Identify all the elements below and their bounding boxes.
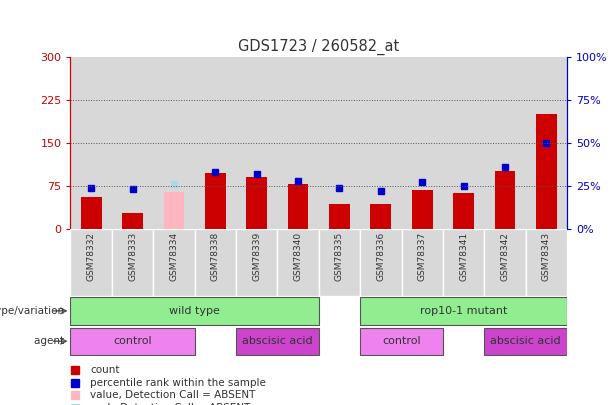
FancyBboxPatch shape [484, 229, 526, 296]
FancyBboxPatch shape [70, 297, 319, 324]
Text: GSM78333: GSM78333 [128, 232, 137, 281]
Text: GSM78338: GSM78338 [211, 232, 220, 281]
Text: abscisic acid: abscisic acid [242, 336, 313, 346]
Bar [236, 57, 277, 229]
Text: wild type: wild type [169, 306, 220, 316]
FancyBboxPatch shape [195, 229, 236, 296]
Bar [70, 57, 112, 229]
Bar [495, 171, 516, 229]
Text: GSM78342: GSM78342 [500, 232, 509, 281]
Bar [484, 57, 526, 229]
FancyBboxPatch shape [153, 229, 195, 296]
Text: GSM78337: GSM78337 [417, 232, 427, 281]
Text: GSM78339: GSM78339 [252, 232, 261, 281]
Text: count: count [90, 365, 120, 375]
Bar [319, 57, 360, 229]
Bar [153, 57, 195, 229]
Text: GSM78343: GSM78343 [542, 232, 551, 281]
FancyBboxPatch shape [484, 328, 567, 355]
Text: genotype/variation: genotype/variation [0, 306, 67, 316]
Text: value, Detection Call = ABSENT: value, Detection Call = ABSENT [90, 390, 256, 400]
FancyBboxPatch shape [112, 229, 153, 296]
Bar [453, 193, 474, 229]
Bar [164, 192, 185, 229]
Text: control: control [382, 336, 421, 346]
FancyBboxPatch shape [70, 328, 195, 355]
Text: abscisic acid: abscisic acid [490, 336, 561, 346]
Bar [195, 57, 236, 229]
Bar [205, 173, 226, 229]
Text: GSM78335: GSM78335 [335, 232, 344, 281]
Text: GSM78341: GSM78341 [459, 232, 468, 281]
Text: agent: agent [34, 336, 67, 346]
Text: control: control [113, 336, 152, 346]
Bar [526, 57, 567, 229]
Text: rank, Detection Call = ABSENT: rank, Detection Call = ABSENT [90, 403, 251, 405]
Bar [112, 57, 153, 229]
Title: GDS1723 / 260582_at: GDS1723 / 260582_at [238, 39, 400, 55]
Bar [536, 114, 557, 229]
FancyBboxPatch shape [360, 297, 567, 324]
Bar [360, 57, 402, 229]
Bar [246, 177, 267, 229]
FancyBboxPatch shape [236, 328, 319, 355]
Bar [412, 190, 433, 229]
Bar [81, 197, 102, 229]
Bar [122, 213, 143, 229]
Bar [443, 57, 484, 229]
FancyBboxPatch shape [360, 229, 402, 296]
FancyBboxPatch shape [402, 229, 443, 296]
Text: GSM78340: GSM78340 [294, 232, 303, 281]
Bar [287, 184, 308, 229]
FancyBboxPatch shape [526, 229, 567, 296]
Text: rop10-1 mutant: rop10-1 mutant [420, 306, 508, 316]
Text: GSM78336: GSM78336 [376, 232, 386, 281]
Bar [370, 204, 391, 229]
FancyBboxPatch shape [70, 229, 112, 296]
FancyBboxPatch shape [319, 229, 360, 296]
FancyBboxPatch shape [277, 229, 319, 296]
FancyBboxPatch shape [443, 229, 484, 296]
FancyBboxPatch shape [360, 328, 443, 355]
Bar [329, 204, 350, 229]
Bar [277, 57, 319, 229]
FancyBboxPatch shape [236, 229, 277, 296]
Bar [402, 57, 443, 229]
Text: GSM78334: GSM78334 [169, 232, 178, 281]
Text: GSM78332: GSM78332 [86, 232, 96, 281]
Text: percentile rank within the sample: percentile rank within the sample [90, 377, 266, 388]
